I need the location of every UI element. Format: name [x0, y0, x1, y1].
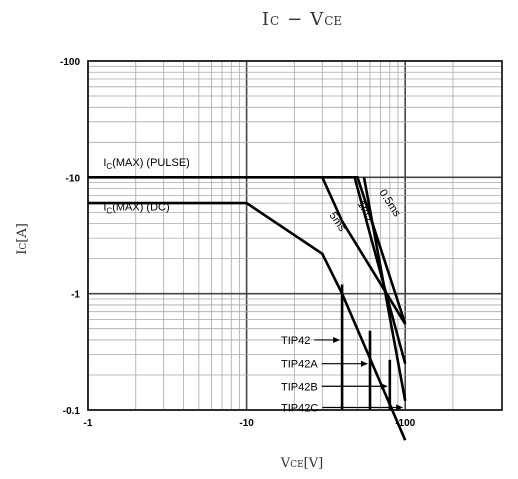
arrow-head [361, 360, 369, 367]
arrow-head [333, 336, 341, 343]
voltage-limit-label: TIP42 [281, 335, 310, 347]
plot-curves [88, 176, 407, 441]
chart-title: IC − VCE [262, 9, 342, 30]
series-line [88, 176, 407, 325]
voltage-limit-label: TIP42C [281, 403, 318, 415]
x-tick-label: -100 [395, 418, 415, 429]
annotation-label: IC(MAX) (PULSE) [103, 157, 189, 171]
annotation-label: IC(MAX) (DC) [103, 201, 169, 215]
x-tick-label: -10 [239, 418, 254, 429]
plot-frame [87, 60, 503, 411]
y-tick-label: -100 [60, 57, 80, 68]
x-tick-label: -1 [84, 418, 93, 429]
voltage-limit-label: TIP42A [281, 359, 318, 371]
x-axis-label: VCE[V] [280, 456, 323, 471]
y-axis-label: IC[A] [15, 223, 30, 255]
series-line [362, 177, 407, 402]
plot-grid [87, 60, 503, 411]
arrow-head [380, 383, 388, 390]
arrow-head [396, 404, 404, 411]
voltage-limit-label: TIP42B [281, 381, 318, 393]
y-tick-label: -0.1 [63, 406, 81, 417]
y-tick-label: -10 [66, 173, 81, 184]
plot-texts: -1 -10 -100-100-10-1-0.1IC − VCEVCE[V]IC[A]I… [15, 9, 416, 471]
y-tick-label: -1 [71, 290, 80, 301]
annotation-label: 5ms [327, 210, 349, 234]
series-line [88, 201, 407, 441]
